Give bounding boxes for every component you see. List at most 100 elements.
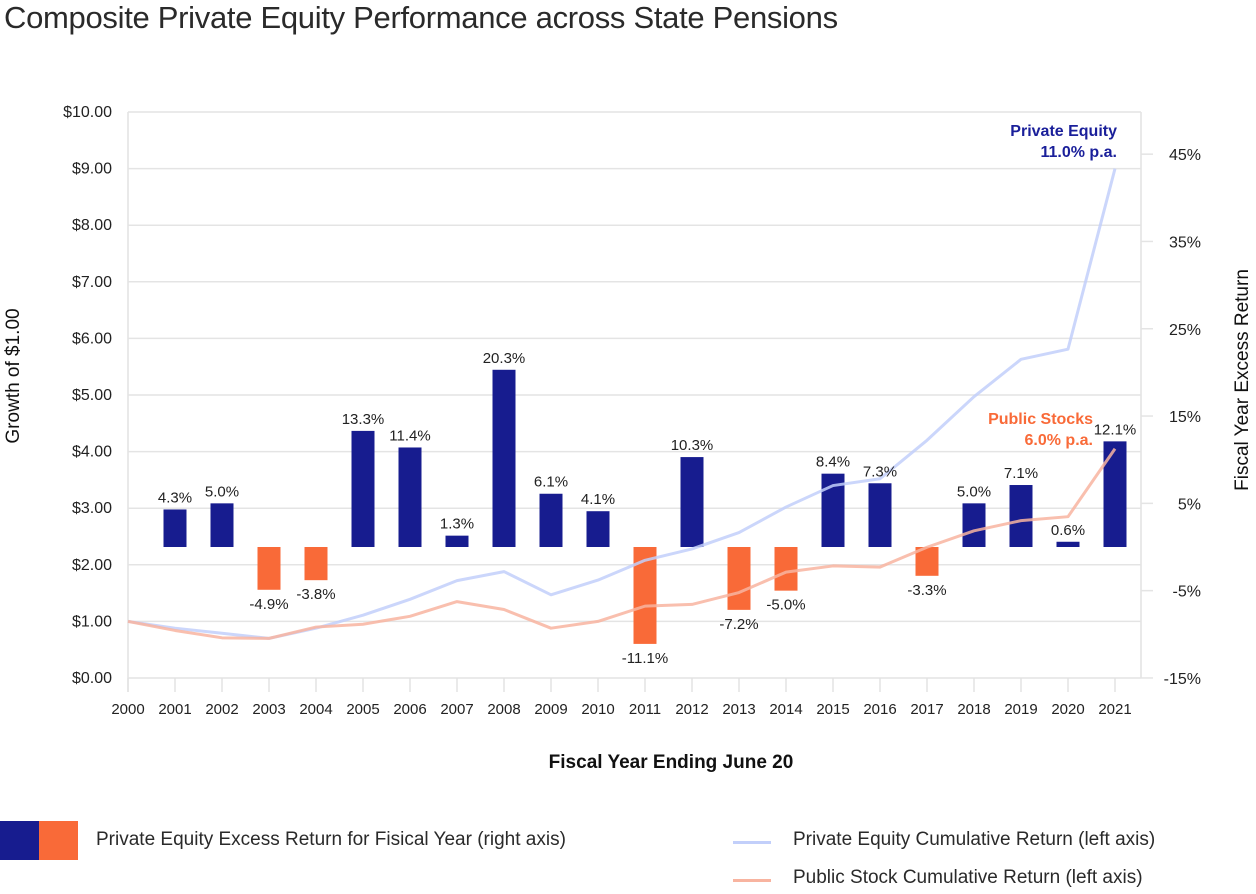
right-tick-label: 25% xyxy=(1169,322,1201,339)
right-tick-label: -5% xyxy=(1173,584,1201,601)
legend-swatch-negative xyxy=(39,821,78,860)
left-tick-label: $9.00 xyxy=(72,161,112,178)
bar-label-2020: 0.6% xyxy=(1051,522,1085,539)
private-equity-annotation-line: Private Equity xyxy=(1010,123,1117,140)
legend-public-line-label: Public Stock Cumulative Return (left axi… xyxy=(793,867,1143,888)
bar-label-2006: 11.4% xyxy=(389,427,430,444)
bar-2015 xyxy=(821,473,845,547)
gridlines xyxy=(127,111,1142,692)
bar-2020 xyxy=(1056,541,1080,547)
legend-pe-line-swatch xyxy=(733,841,771,844)
public-stocks-annotation-line: Public Stocks xyxy=(988,411,1093,428)
right-tick-label: 35% xyxy=(1169,234,1201,251)
bar-2001 xyxy=(163,509,187,547)
right-axis-title: Fiscal Year Excess Return xyxy=(1232,269,1253,491)
bar-2014 xyxy=(774,547,798,591)
bar-label-2003: -4.9% xyxy=(249,596,288,613)
bar-2009 xyxy=(539,493,563,547)
cumulative-lines xyxy=(127,168,1117,640)
x-tick-label: 2007 xyxy=(440,701,473,718)
bar-2008 xyxy=(492,369,516,547)
bar-label-2004: -3.8% xyxy=(296,586,335,603)
left-tick-label: $7.00 xyxy=(72,274,112,291)
right-tick-label: 15% xyxy=(1169,409,1201,426)
right-tick-label: -15% xyxy=(1164,671,1201,688)
bar-2012 xyxy=(680,457,704,547)
bar-label-2018: 5.0% xyxy=(957,483,991,500)
bar-2021 xyxy=(1103,441,1127,547)
bar-2019 xyxy=(1009,485,1033,547)
x-axis-title: Fiscal Year Ending June 20 xyxy=(549,752,794,773)
x-tick-label: 2010 xyxy=(581,701,614,718)
bar-label-2015: 8.4% xyxy=(816,454,850,471)
x-tick-label: 2008 xyxy=(487,701,520,718)
x-tick-label: 2011 xyxy=(629,701,661,718)
bar-2018 xyxy=(962,503,986,547)
x-tick-label: 2002 xyxy=(205,701,238,718)
x-tick-label: 2003 xyxy=(252,701,285,718)
x-tick-label: 2018 xyxy=(957,701,990,718)
private-equity-annotation-line: 11.0% p.a. xyxy=(1041,144,1118,161)
x-tick-label: 2015 xyxy=(816,701,849,718)
bar-2003 xyxy=(257,547,281,590)
x-tick-label: 2019 xyxy=(1004,701,1037,718)
bar-label-2014: -5.0% xyxy=(766,597,805,614)
bar-2017 xyxy=(915,547,939,576)
x-tick-label: 2016 xyxy=(863,701,896,718)
bar-2007 xyxy=(445,535,469,547)
left-tick-label: $8.00 xyxy=(72,217,112,234)
left-tick-label: $2.00 xyxy=(72,557,112,574)
x-tick-label: 2004 xyxy=(299,701,332,718)
bar-label-2001: 4.3% xyxy=(158,489,192,506)
x-tick-label: 2006 xyxy=(393,701,426,718)
bar-2013 xyxy=(727,547,751,610)
bar-label-2005: 13.3% xyxy=(342,411,385,428)
x-tick-label: 2021 xyxy=(1098,701,1131,718)
left-tick-label: $0.00 xyxy=(72,670,112,687)
bar-label-2009: 6.1% xyxy=(534,474,568,491)
bar-label-2013: -7.2% xyxy=(719,616,758,633)
excess-return-bars xyxy=(163,369,1127,644)
x-tick-label: 2013 xyxy=(722,701,755,718)
bar-label-2011: -11.1% xyxy=(622,650,668,667)
bar-label-2007: 1.3% xyxy=(440,516,474,533)
left-tick-label: $1.00 xyxy=(72,613,112,630)
bar-2011 xyxy=(633,547,657,644)
legend-public-line-swatch xyxy=(733,879,771,882)
right-tick-label: 5% xyxy=(1178,496,1201,513)
left-axis-ticks: $0.00 $1.00 $2.00 $3.00 $4.00 $5.00 $6.00 $7.00… xyxy=(63,104,112,687)
legend-pe-line-label: Private Equity Cumulative Return (left a… xyxy=(793,829,1156,850)
right-axis-ticks: -15% -5% 5% 15% 25% 35% 45% xyxy=(1141,147,1201,688)
x-tick-label: 2020 xyxy=(1051,701,1084,718)
x-tick-label: 2017 xyxy=(910,701,943,718)
bar-label-2016: 7.3% xyxy=(863,463,897,480)
x-tick-label: 2005 xyxy=(346,701,379,718)
x-tick-label: 2001 xyxy=(158,701,191,718)
bar-2002 xyxy=(210,503,234,547)
left-tick-label: $5.00 xyxy=(72,387,112,404)
left-axis-title: Growth of $1.00 xyxy=(3,308,24,443)
bar-2006 xyxy=(398,447,422,547)
x-tick-label: 2009 xyxy=(534,701,567,718)
x-tick-label: 2012 xyxy=(675,701,708,718)
chart-title: Composite Private Equity Performance acr… xyxy=(4,0,838,35)
left-tick-label: $4.00 xyxy=(72,444,112,461)
bar-label-2019: 7.1% xyxy=(1004,465,1038,482)
x-tick-label: 2014 xyxy=(769,701,802,718)
legend-swatch-positive xyxy=(0,821,39,860)
legend-bar-swatch xyxy=(0,821,78,860)
bar-2010 xyxy=(586,511,610,547)
bar-label-2012: 10.3% xyxy=(671,437,714,454)
bar-labels: 4.3% 5.0% -4.9% -3.8% 13.3%11.4% 1.3% 20.3% 6.1… xyxy=(158,350,1136,667)
bar-label-2002: 5.0% xyxy=(205,483,239,500)
x-axis-ticks: 2000 2001 2002 2003 2004 2005 2006 2007 2008 2009… xyxy=(111,678,1132,718)
public-stocks-annotation-line: 6.0% p.a. xyxy=(1025,432,1093,449)
legend-bar-label: Private Equity Excess Return for Fisical… xyxy=(96,829,566,850)
bar-label-2017: -3.3% xyxy=(907,582,946,599)
series-annotations: Private Equity 11.0% p.a. Public Stocks 6.0… xyxy=(988,123,1117,449)
bar-2004 xyxy=(304,547,328,581)
bar-label-2008: 20.3% xyxy=(483,350,526,367)
bar-label-2010: 4.1% xyxy=(581,491,615,508)
bar-2005 xyxy=(351,430,375,547)
